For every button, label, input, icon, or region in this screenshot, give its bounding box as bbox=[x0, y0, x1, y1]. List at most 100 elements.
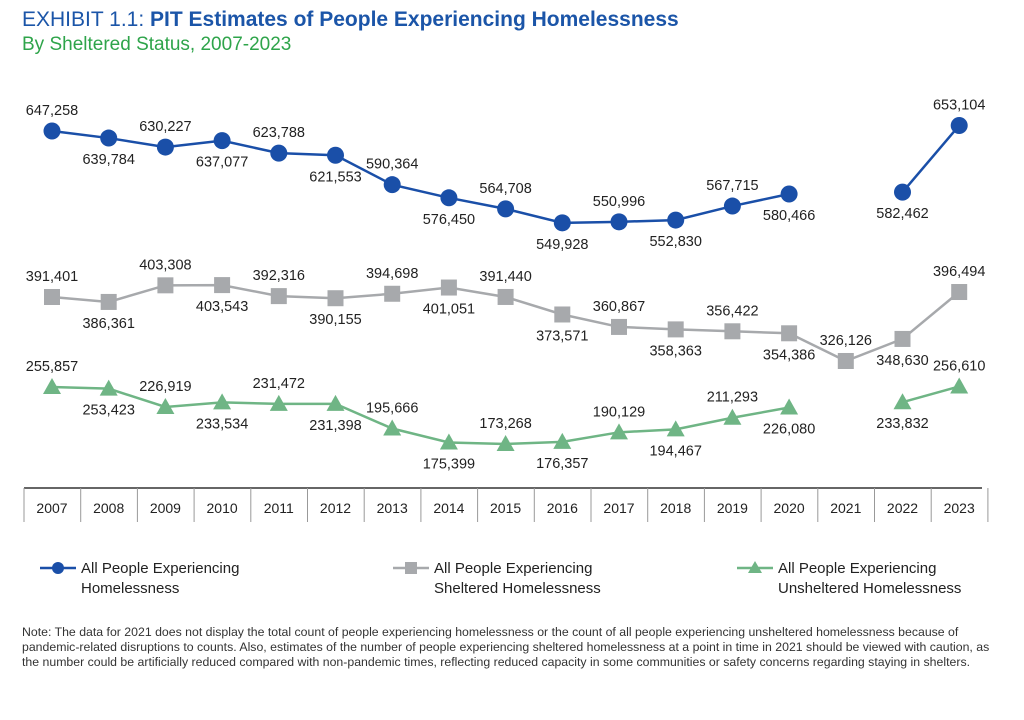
data-point[interactable] bbox=[326, 394, 345, 411]
data-label: 582,462 bbox=[876, 206, 928, 222]
data-point[interactable] bbox=[553, 432, 572, 449]
data-point[interactable] bbox=[610, 213, 628, 231]
data-point[interactable] bbox=[44, 289, 60, 305]
data-label: 253,423 bbox=[82, 403, 134, 419]
x-tick-label: 2008 bbox=[93, 500, 124, 516]
data-label: 194,467 bbox=[649, 443, 701, 459]
data-point[interactable] bbox=[440, 279, 457, 296]
x-tick-label: 2007 bbox=[36, 500, 67, 516]
series-line bbox=[902, 385, 960, 404]
data-point[interactable] bbox=[213, 393, 232, 410]
data-point[interactable] bbox=[213, 132, 231, 150]
data-point[interactable] bbox=[439, 433, 458, 450]
data-point[interactable] bbox=[99, 379, 118, 396]
data-point[interactable] bbox=[723, 197, 741, 215]
x-tick-label: 2015 bbox=[490, 500, 521, 516]
data-point[interactable] bbox=[383, 419, 402, 436]
exhibit-label: EXHIBIT 1.1: bbox=[22, 8, 145, 31]
data-point[interactable] bbox=[440, 189, 458, 207]
data-point[interactable] bbox=[43, 378, 61, 394]
data-label: 392,316 bbox=[253, 268, 305, 284]
x-tick-label: 2010 bbox=[207, 500, 238, 516]
data-point[interactable] bbox=[950, 116, 968, 134]
data-point[interactable] bbox=[951, 284, 968, 301]
legend-marker bbox=[52, 562, 64, 574]
chart-subtitle: By Sheltered Status, 2007-2023 bbox=[22, 34, 292, 55]
data-label: 637,077 bbox=[196, 155, 248, 171]
data-label: 391,401 bbox=[26, 269, 78, 285]
data-label: 256,610 bbox=[933, 358, 985, 374]
x-tick-label: 2022 bbox=[887, 500, 918, 516]
data-point[interactable] bbox=[100, 129, 118, 147]
data-point[interactable] bbox=[270, 144, 288, 162]
data-point[interactable] bbox=[837, 352, 854, 369]
data-label: 564,708 bbox=[479, 181, 531, 197]
data-point[interactable] bbox=[667, 211, 685, 229]
data-label: 391,440 bbox=[479, 269, 531, 285]
data-point[interactable] bbox=[497, 288, 514, 305]
data-point[interactable] bbox=[157, 277, 174, 294]
data-point[interactable] bbox=[893, 393, 912, 410]
data-label: 211,293 bbox=[707, 390, 758, 406]
data-label: 255,857 bbox=[26, 359, 78, 375]
data-point[interactable] bbox=[383, 176, 401, 194]
chart-title: EXHIBIT 1.1: PIT Estimates of People Exp… bbox=[22, 8, 679, 32]
data-label: 190,129 bbox=[593, 404, 645, 420]
data-point[interactable] bbox=[100, 293, 117, 310]
data-point[interactable] bbox=[270, 288, 287, 305]
data-label: 175,399 bbox=[423, 456, 475, 472]
data-label: 173,268 bbox=[479, 416, 531, 432]
data-label: 195,666 bbox=[366, 401, 418, 417]
data-label: 403,543 bbox=[196, 299, 248, 315]
data-point[interactable] bbox=[269, 394, 288, 411]
data-point[interactable] bbox=[496, 434, 515, 451]
data-point[interactable] bbox=[156, 138, 174, 156]
data-point[interactable] bbox=[214, 277, 231, 294]
data-label: 226,080 bbox=[763, 422, 815, 438]
data-point[interactable] bbox=[894, 183, 911, 201]
data-label: 390,155 bbox=[309, 312, 361, 328]
data-point[interactable] bbox=[554, 306, 571, 323]
data-label: 552,830 bbox=[649, 234, 701, 250]
data-point[interactable] bbox=[724, 323, 741, 340]
data-point[interactable] bbox=[497, 200, 515, 218]
data-label: 580,466 bbox=[763, 208, 815, 224]
series-line bbox=[51, 385, 790, 446]
data-label: 386,361 bbox=[82, 316, 134, 332]
data-point[interactable] bbox=[384, 285, 401, 302]
data-label: 549,928 bbox=[536, 237, 588, 253]
data-label: 623,788 bbox=[253, 125, 305, 141]
data-point[interactable] bbox=[950, 377, 969, 394]
x-tick-label: 2021 bbox=[830, 500, 861, 516]
title-block: EXHIBIT 1.1: PIT Estimates of People Exp… bbox=[22, 8, 679, 56]
data-label: 403,308 bbox=[139, 257, 191, 273]
data-label: 358,363 bbox=[649, 343, 701, 359]
exhibit-title-text: PIT Estimates of People Experiencing Hom… bbox=[150, 8, 679, 31]
data-label: 356,422 bbox=[706, 303, 758, 319]
data-point[interactable] bbox=[156, 397, 175, 414]
data-label: 630,227 bbox=[139, 119, 191, 135]
data-label: 621,553 bbox=[309, 169, 361, 185]
data-point[interactable] bbox=[780, 185, 798, 203]
data-label: 226,919 bbox=[139, 379, 191, 395]
data-label: 550,996 bbox=[593, 194, 645, 210]
x-tick-label: 2020 bbox=[774, 500, 805, 516]
data-point[interactable] bbox=[781, 325, 798, 342]
data-point[interactable] bbox=[553, 214, 571, 232]
data-point[interactable] bbox=[723, 408, 742, 425]
x-tick-label: 2017 bbox=[603, 500, 634, 516]
data-point[interactable] bbox=[894, 330, 911, 347]
data-point[interactable] bbox=[43, 122, 61, 140]
data-point[interactable] bbox=[611, 318, 627, 335]
x-tick-label: 2019 bbox=[717, 500, 748, 516]
data-point[interactable] bbox=[327, 290, 344, 307]
data-label: 360,867 bbox=[593, 299, 645, 315]
data-point[interactable] bbox=[327, 146, 344, 164]
data-point[interactable] bbox=[667, 321, 684, 338]
data-point[interactable] bbox=[610, 423, 628, 440]
data-point[interactable] bbox=[666, 420, 685, 437]
x-tick-label: 2012 bbox=[320, 500, 351, 516]
legend-label: All People Experiencing bbox=[434, 560, 592, 577]
legend-label: Unsheltered Homelessness bbox=[778, 580, 961, 597]
data-point[interactable] bbox=[780, 398, 799, 415]
